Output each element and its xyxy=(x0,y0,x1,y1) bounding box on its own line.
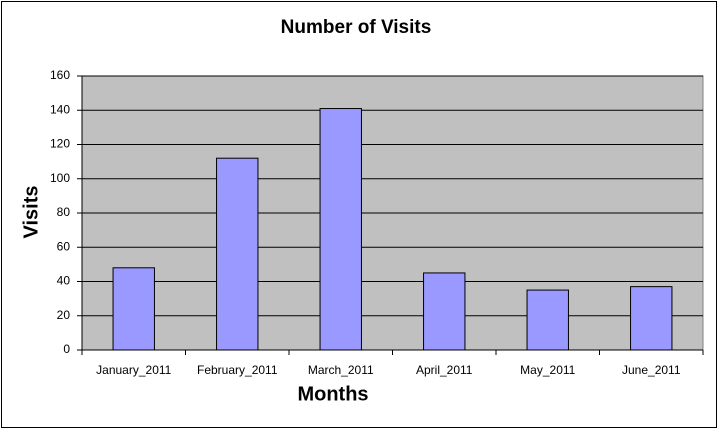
y-tick-label: 0 xyxy=(63,342,70,356)
y-axis-title: Visits xyxy=(20,186,42,239)
bar xyxy=(319,108,362,351)
x-tick-label: April_2011 xyxy=(416,363,473,377)
bar xyxy=(423,272,466,351)
y-tick-label: 80 xyxy=(57,205,71,219)
chart-title: Number of Visits xyxy=(281,17,432,38)
y-tick-label: 60 xyxy=(57,239,71,253)
bar xyxy=(112,267,155,351)
x-tick-label: February_2011 xyxy=(197,363,278,377)
x-tick-label: June_2011 xyxy=(622,363,681,377)
x-axis-title: Months xyxy=(297,383,368,405)
y-tick-label: 160 xyxy=(50,68,70,82)
y-tick-label: 120 xyxy=(50,137,70,151)
y-tick-label: 20 xyxy=(57,308,71,322)
x-tick-label: May_2011 xyxy=(520,363,575,377)
bar xyxy=(526,289,569,351)
y-tick-label: 140 xyxy=(50,102,70,116)
y-tick-label: 40 xyxy=(57,274,71,288)
y-tick-label: 100 xyxy=(50,171,70,185)
bar xyxy=(630,286,673,351)
x-tick-label: January_2011 xyxy=(96,363,171,377)
bar xyxy=(216,157,259,351)
x-tick-label: March_2011 xyxy=(308,363,374,377)
